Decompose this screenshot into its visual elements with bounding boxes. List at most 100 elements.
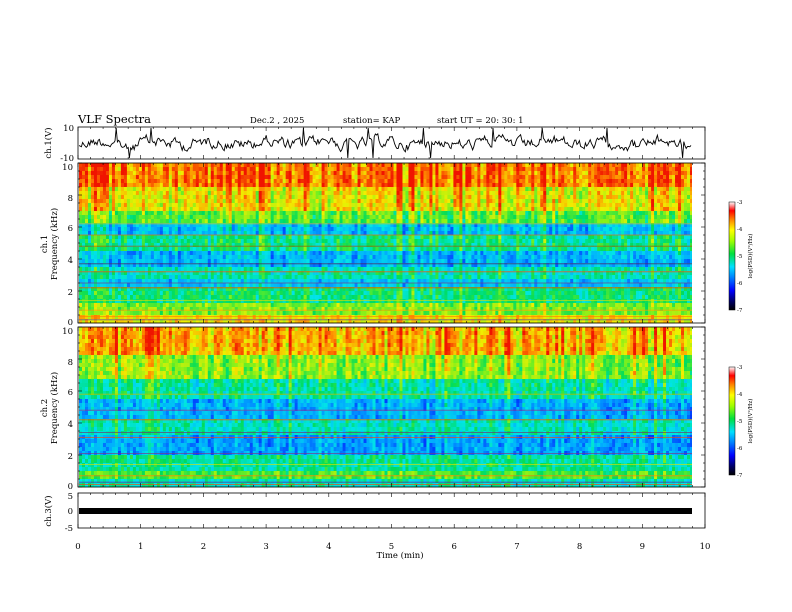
spectrogram-cell (672, 215, 675, 219)
spectrogram-cell (106, 203, 109, 207)
spectrogram-cell (624, 163, 627, 167)
spectrogram-cell (244, 167, 247, 171)
spectrogram-cell (382, 171, 385, 175)
spectrogram-cell (139, 195, 142, 199)
spectrogram-cell (274, 203, 277, 207)
spectrogram-cell (136, 203, 139, 207)
spectrogram-cell (214, 207, 217, 211)
spectrogram-cell (525, 163, 528, 167)
spectrogram-cell (438, 163, 441, 167)
spectrogram-cell (286, 187, 289, 191)
spectrogram-cell (382, 175, 385, 179)
spectrogram-cell (468, 195, 471, 199)
spectrogram-cell (651, 191, 654, 195)
spectrogram-cell (388, 171, 391, 175)
spectrogram-cell (687, 179, 690, 183)
spectrogram-cell (438, 211, 441, 215)
spectrogram-cell (103, 211, 106, 215)
spectrogram-cell (139, 187, 142, 191)
spectrogram-cell (471, 163, 474, 167)
spectrogram-cell (127, 179, 130, 183)
spectrogram-cell (328, 203, 331, 207)
spectrogram-cell (609, 215, 612, 219)
spectrogram-cell (483, 199, 486, 203)
spectrogram-cell (663, 207, 666, 211)
spectrogram-cell (262, 179, 265, 183)
spectrogram-cell (546, 179, 549, 183)
spectrogram-cell (609, 171, 612, 175)
spectrogram-cell (157, 175, 160, 179)
spectrogram-cell (681, 215, 684, 219)
spectrogram-cell (373, 207, 376, 211)
spectrogram-cell (651, 199, 654, 203)
spectrogram-cell (259, 195, 262, 199)
spectrogram-cell (447, 179, 450, 183)
spectrogram-cell (343, 187, 346, 191)
spectrogram-cell (382, 203, 385, 207)
spectrogram-cell (393, 215, 396, 219)
spectrogram-cell (253, 163, 256, 167)
spectrogram-cell (423, 199, 426, 203)
spectrogram-cell (376, 203, 379, 207)
spectrogram-cell (555, 215, 558, 219)
spectrogram-cell (106, 191, 109, 195)
spectrogram-cell (175, 183, 178, 187)
spectrogram-cell (160, 211, 163, 215)
spectrogram-cell (223, 163, 226, 167)
spectrogram-cell (651, 195, 654, 199)
spectrogram-cell (675, 211, 678, 215)
spectrogram-cell (477, 191, 480, 195)
spectrogram-cell (106, 179, 109, 183)
spectrogram-cell (91, 207, 94, 211)
spectrogram-cell (169, 203, 172, 207)
spectrogram-cell (262, 191, 265, 195)
spectrogram-cell (145, 171, 148, 175)
spectrogram-cell (319, 215, 322, 219)
spectrogram-cell (432, 207, 435, 211)
spectrogram-cell (235, 191, 238, 195)
spectrogram-cell (226, 171, 229, 175)
spectrogram-cell (301, 199, 304, 203)
spectrogram-cell (289, 211, 292, 215)
spectrogram-cell (414, 183, 417, 187)
spectrogram-cell (546, 211, 549, 215)
spectrogram-cell (459, 211, 462, 215)
spectrogram-cell (145, 219, 148, 223)
spectrogram-cell (202, 179, 205, 183)
spectrogram-cell (328, 167, 331, 171)
spectrogram-cell (549, 199, 552, 203)
spectrogram-cell (289, 207, 292, 211)
ch1-ytick-top: 10 (63, 124, 74, 134)
spectrogram-cell (115, 167, 118, 171)
spectrogram-cell (639, 199, 642, 203)
spectrogram-cell (414, 199, 417, 203)
spectrogram-cell (639, 187, 642, 191)
spectrogram-cell (585, 167, 588, 171)
spectrogram-cell (112, 187, 115, 191)
spectrogram-cell (654, 207, 657, 211)
spectrogram-cell (426, 207, 429, 211)
spectrogram-cell (672, 167, 675, 171)
spectrogram-cell (465, 199, 468, 203)
spectrogram-cell (361, 163, 364, 167)
spectrogram-cell (286, 167, 289, 171)
spectrogram-cell (393, 199, 396, 203)
spectrogram-cell (169, 199, 172, 203)
spectrogram-cell (220, 215, 223, 219)
spectrogram-cell (630, 211, 633, 215)
spectrogram-cell (232, 183, 235, 187)
spectrogram-cell (124, 207, 127, 211)
spectrogram-cell (268, 207, 271, 211)
spectrogram-cell (549, 211, 552, 215)
spectrogram-cell (247, 195, 250, 199)
spectrogram-cell (256, 191, 259, 195)
spectrogram-cell (591, 171, 594, 175)
spectrogram-cell (621, 191, 624, 195)
spectrogram-cell (304, 211, 307, 215)
spectrogram-cell (139, 215, 142, 219)
spectrogram-cell (672, 163, 675, 167)
spectrogram-cell (534, 183, 537, 187)
spectrogram-cell (340, 215, 343, 219)
spectrogram-cell (205, 211, 208, 215)
spectrogram-cell (217, 187, 220, 191)
